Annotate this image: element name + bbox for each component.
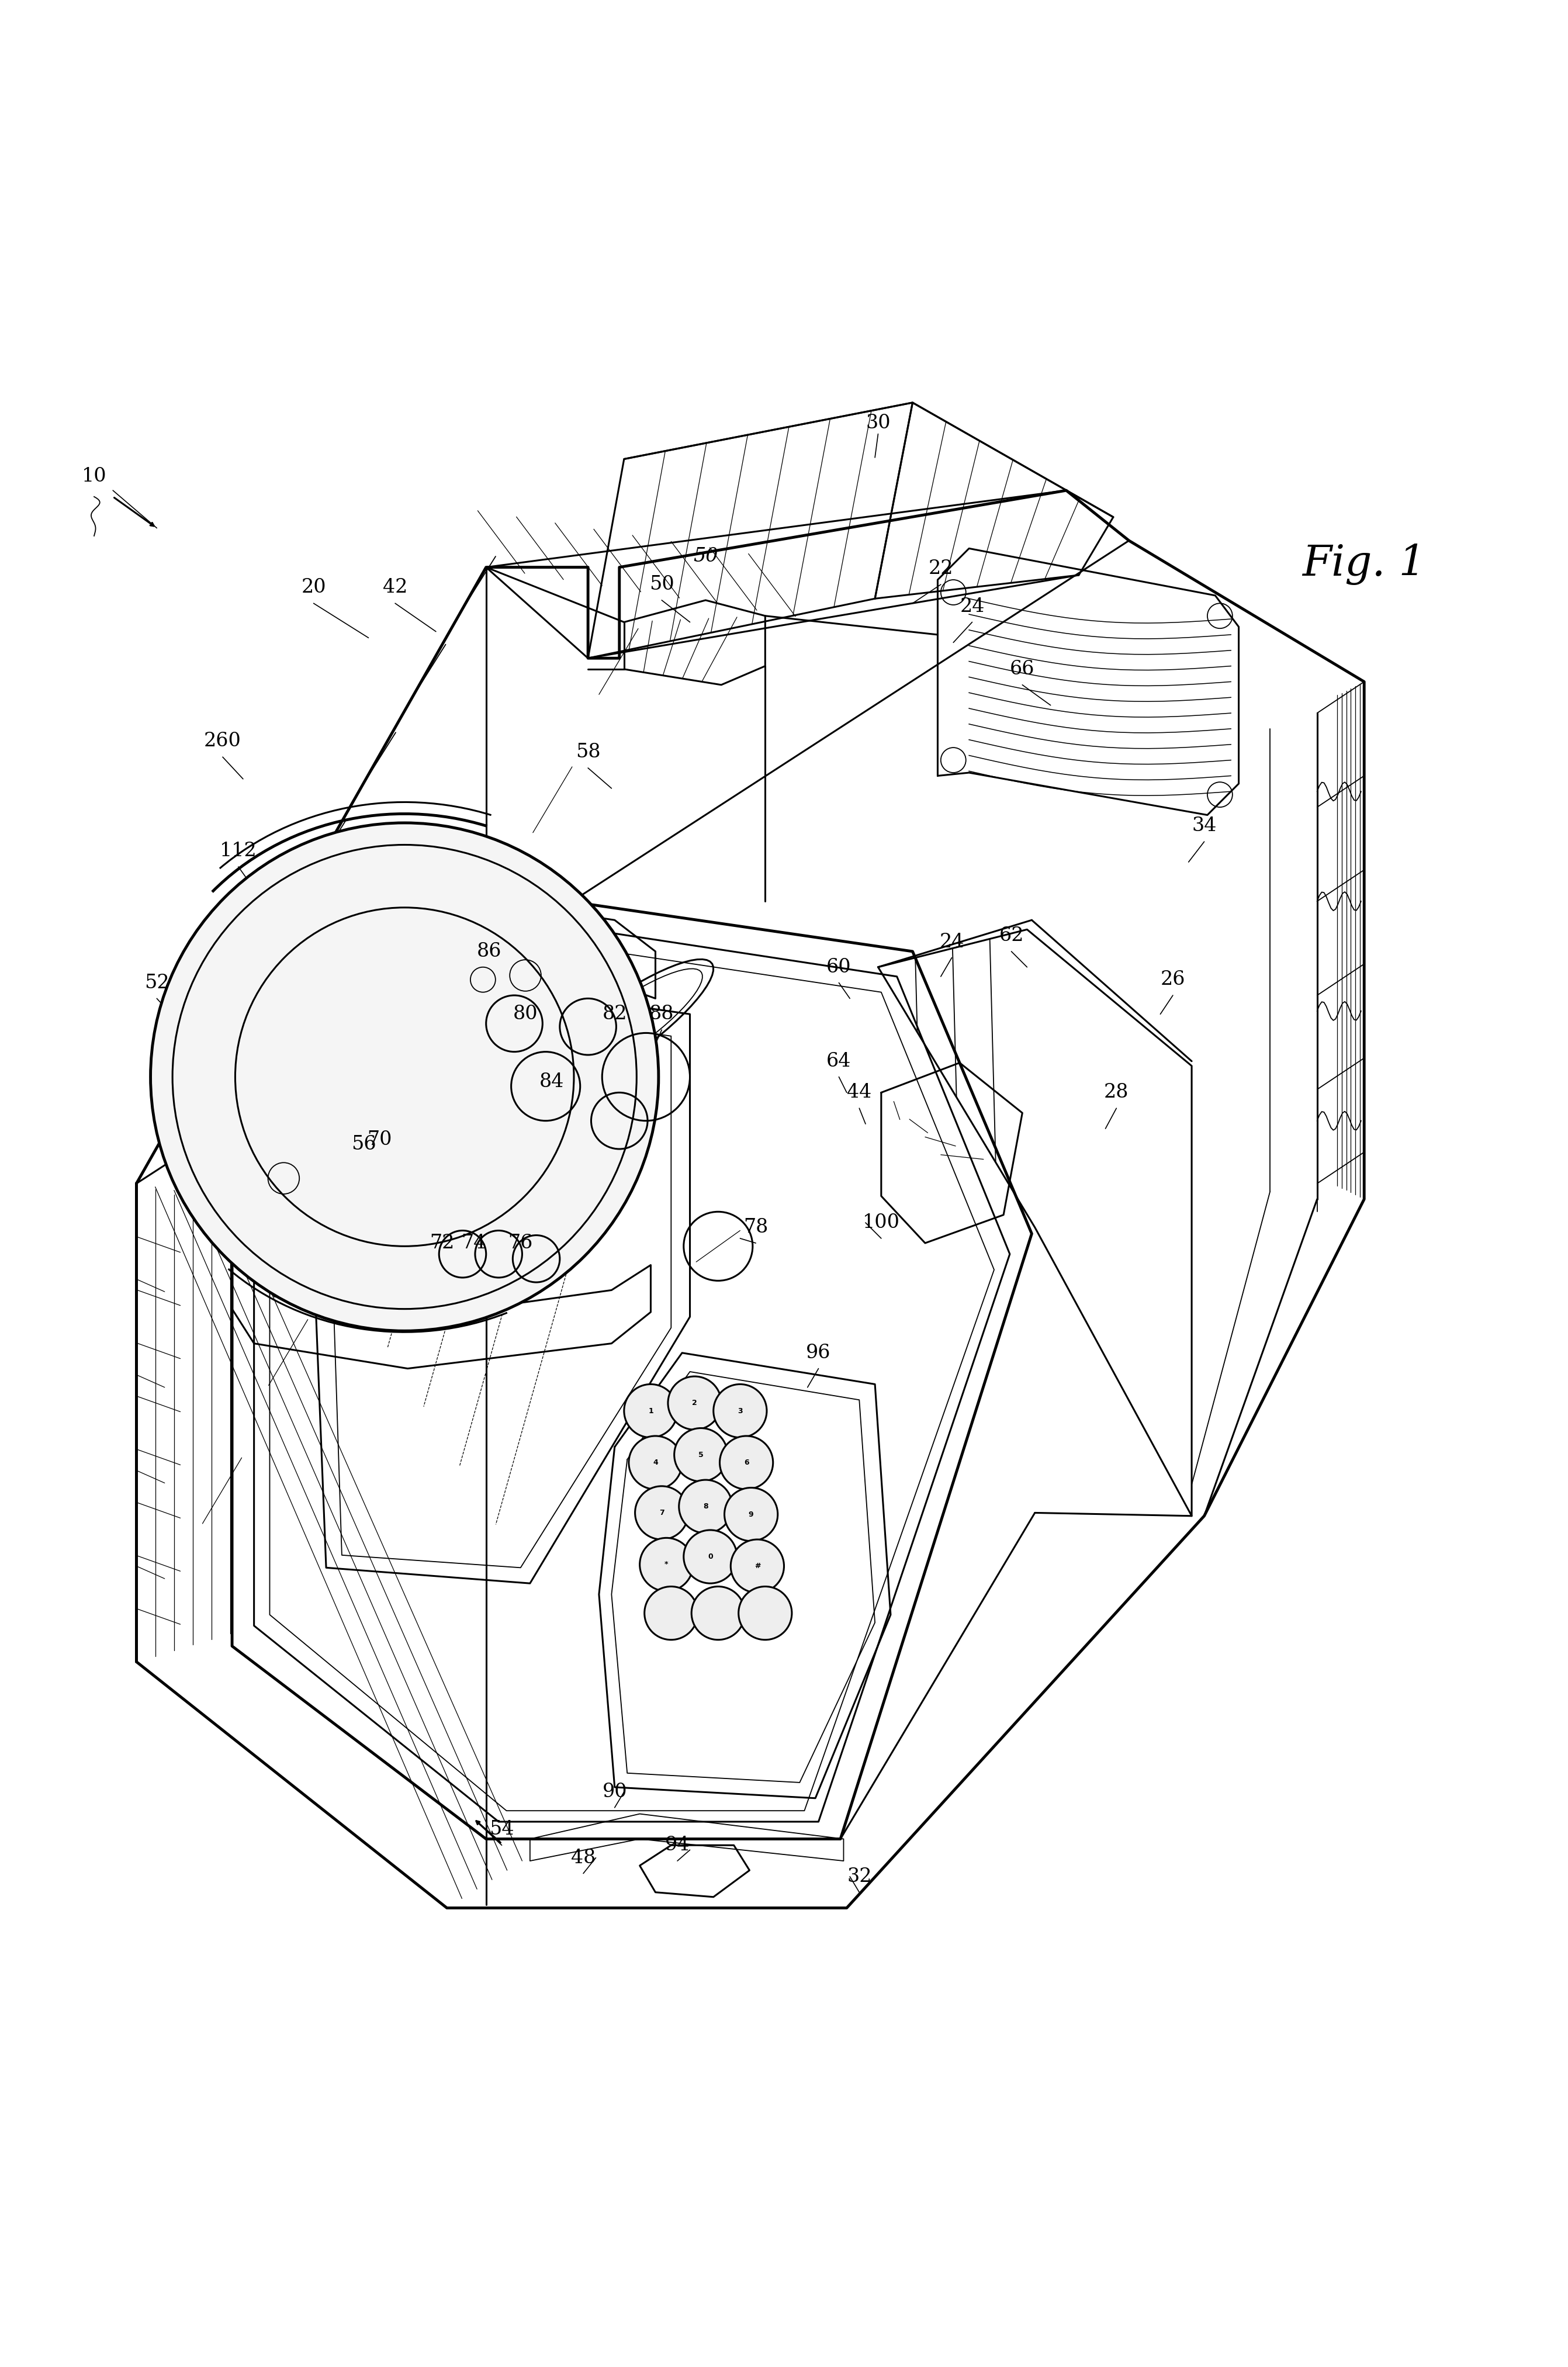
Text: 9: 9 [748,1510,754,1517]
Text: 88: 88 [649,1006,674,1023]
Circle shape [668,1375,721,1430]
Text: 66: 66 [1010,660,1035,679]
Circle shape [624,1385,677,1437]
Text: 26: 26 [1160,970,1185,989]
Text: 90: 90 [602,1782,627,1801]
Text: 8: 8 [702,1503,709,1510]
Text: 7: 7 [659,1510,665,1517]
Text: 82: 82 [602,1006,627,1023]
Text: 94: 94 [665,1837,690,1856]
Text: 70: 70 [367,1131,392,1148]
Text: 4: 4 [652,1458,659,1468]
Text: 34: 34 [1192,817,1217,836]
Text: 0: 0 [707,1553,713,1560]
Text: 52: 52 [144,973,169,992]
Text: 112: 112 [220,843,257,862]
Text: 5: 5 [698,1451,704,1458]
Text: 42: 42 [383,578,408,596]
Text: 30: 30 [866,414,891,433]
Text: 64: 64 [826,1051,851,1070]
Text: 20: 20 [301,578,326,596]
Circle shape [691,1586,745,1640]
Circle shape [739,1586,792,1640]
Text: 56: 56 [351,1134,376,1153]
Circle shape [629,1437,682,1489]
Text: 260: 260 [204,731,241,750]
Text: 32: 32 [847,1868,872,1886]
Text: 62: 62 [999,925,1024,944]
Text: 6: 6 [743,1458,750,1468]
Text: 54: 54 [489,1820,514,1839]
Text: 84: 84 [539,1072,564,1091]
Circle shape [720,1437,773,1489]
Circle shape [724,1489,778,1541]
Circle shape [674,1427,728,1482]
Text: *: * [665,1560,668,1569]
Text: 24: 24 [939,933,964,952]
Circle shape [640,1539,693,1591]
Text: 48: 48 [571,1849,596,1868]
Circle shape [731,1539,784,1593]
Circle shape [644,1586,698,1640]
Text: 80: 80 [513,1006,538,1023]
Text: 28: 28 [1104,1084,1129,1103]
Text: 3: 3 [737,1406,743,1415]
Text: 44: 44 [847,1084,872,1103]
Circle shape [713,1385,767,1437]
Text: 1: 1 [648,1406,654,1415]
Circle shape [151,824,659,1330]
Text: 96: 96 [806,1344,831,1361]
Text: 100: 100 [862,1214,900,1233]
Text: 60: 60 [826,959,851,978]
Circle shape [679,1479,732,1534]
Text: 22: 22 [928,559,953,578]
Text: 72: 72 [430,1233,455,1252]
Text: 58: 58 [575,743,601,762]
Text: 2: 2 [691,1399,698,1406]
Text: Fig. 1: Fig. 1 [1303,544,1425,585]
Text: 76: 76 [508,1233,533,1252]
Text: 74: 74 [461,1233,486,1252]
Circle shape [635,1486,688,1539]
Text: 24: 24 [960,596,985,615]
Text: 86: 86 [477,942,502,961]
Text: #: # [754,1562,760,1569]
Circle shape [684,1529,737,1584]
Text: 50: 50 [649,575,674,594]
Text: 10: 10 [82,466,107,485]
Text: 50: 50 [693,547,718,566]
Text: 78: 78 [743,1219,768,1236]
